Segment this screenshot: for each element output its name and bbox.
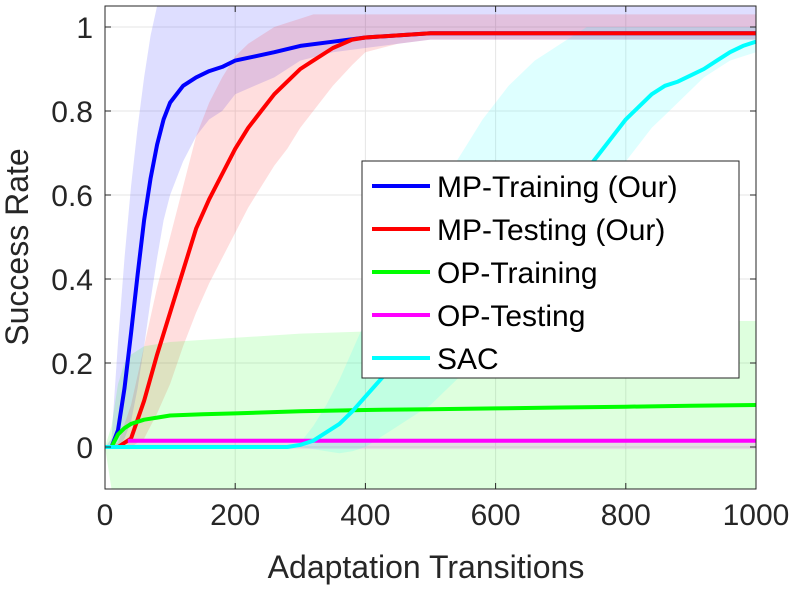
legend-label-mp-training-our: MP-Training (Our) — [437, 171, 678, 204]
op-training-line — [105, 403, 756, 449]
x-tick-label: 1000 — [723, 499, 790, 532]
mp-testing-our-band — [105, 14, 756, 448]
x-tick-label: 200 — [210, 499, 260, 532]
y-tick-label: 0.6 — [51, 180, 93, 213]
x-tick-label: 400 — [340, 499, 390, 532]
y-tick-label: 0.8 — [51, 96, 93, 129]
legend-label-op-testing: OP-Testing — [437, 300, 585, 333]
axis-ticks: 0 200 400 600 800 1000 0 0.2 0.4 0.6 0.8 1 — [51, 6, 789, 532]
plot-frame — [104, 5, 757, 490]
x-tick-label: 0 — [97, 499, 114, 532]
mp-testing-our-line — [105, 31, 756, 449]
legend-label-op-training: OP-Training — [437, 257, 598, 290]
x-axis-label: Adaptation Transitions — [268, 549, 585, 585]
x-tick-label: 600 — [471, 499, 521, 532]
legend-box — [361, 160, 740, 379]
y-axis-label: Success Rate — [0, 148, 35, 345]
legend: MP-Training (Our) MP-Testing (Our) OP-Trai… — [361, 160, 740, 379]
y-tick-label: 0 — [76, 432, 93, 465]
y-tick-label: 0.4 — [51, 264, 93, 297]
y-tick-label: 1 — [76, 12, 93, 45]
mp-training-our-band — [105, 6, 756, 447]
legend-label-sac: SAC — [437, 343, 499, 376]
legend-label-mp-testing-our: MP-Testing (Our) — [437, 214, 665, 247]
x-tick-label: 800 — [601, 499, 651, 532]
y-tick-label: 0.2 — [51, 348, 93, 381]
